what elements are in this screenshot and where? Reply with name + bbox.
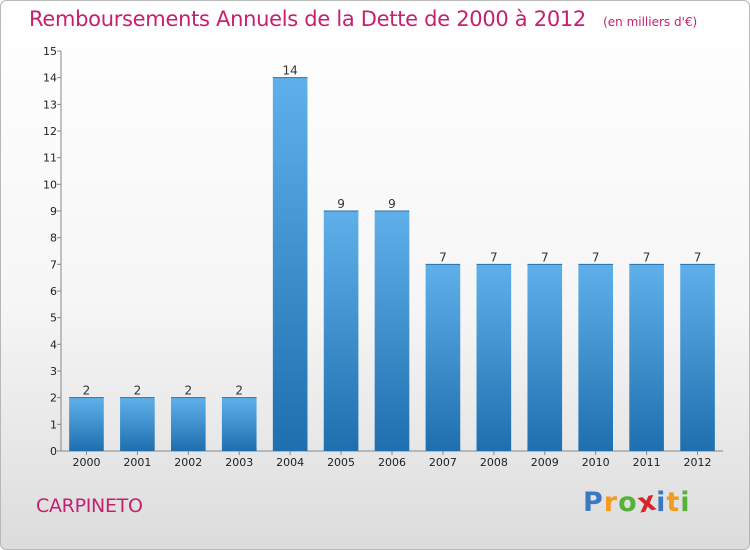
- bar-value-label: 7: [694, 250, 702, 264]
- bar-value-label: 2: [83, 384, 91, 398]
- bar: [374, 211, 410, 451]
- logo-letter: i: [680, 487, 691, 518]
- chart-title-main: Remboursements Annuels de la Dette de 20…: [29, 7, 586, 31]
- y-tick-label: 2: [50, 392, 57, 405]
- x-tick-label: 2009: [531, 456, 559, 469]
- bar: [69, 397, 104, 451]
- x-tick-label: 2003: [225, 456, 253, 469]
- bar-value-label: 14: [283, 64, 298, 78]
- chart-title: Remboursements Annuels de la Dette de 20…: [29, 7, 697, 31]
- bar-value-label: 7: [541, 250, 549, 264]
- chart-title-unit: (en milliers d'€): [603, 15, 698, 29]
- y-tick-label: 11: [43, 152, 57, 165]
- bar-value-label: 2: [134, 384, 142, 398]
- proxiti-logo: Proxiti: [583, 485, 691, 519]
- bar: [425, 264, 461, 451]
- y-tick-label: 12: [43, 125, 57, 138]
- x-tick-label: 2002: [174, 456, 202, 469]
- y-tick-label: 5: [50, 312, 57, 325]
- bar-value-label: 7: [490, 250, 498, 264]
- y-tick-label: 3: [50, 365, 57, 378]
- bar: [680, 264, 715, 451]
- bar-value-label: 7: [592, 250, 600, 264]
- bar-value-label: 9: [388, 197, 396, 211]
- bar-value-label: 9: [337, 197, 345, 211]
- y-tick-label: 9: [50, 205, 57, 218]
- logo-letter: P: [583, 487, 604, 518]
- y-tick-label: 10: [43, 178, 57, 191]
- bar: [170, 397, 206, 451]
- y-tick-label: 7: [50, 258, 57, 271]
- y-tick-label: 14: [43, 72, 57, 85]
- bar: [272, 77, 308, 452]
- commune-name: CARPINETO: [36, 495, 143, 517]
- x-tick-label: 2004: [276, 456, 304, 469]
- x-tick-label: 2011: [633, 456, 661, 469]
- y-tick-label: 4: [50, 338, 57, 351]
- y-tick-label: 6: [50, 285, 57, 298]
- x-tick-label: 2000: [72, 456, 100, 469]
- y-tick-label: 13: [43, 98, 57, 111]
- logo-letter: o: [618, 487, 638, 518]
- y-tick-label: 15: [43, 45, 57, 58]
- x-tick-label: 2010: [582, 456, 610, 469]
- x-tick-label: 2005: [327, 456, 355, 469]
- logo-letter: t: [666, 487, 681, 518]
- y-tick-label: 1: [50, 418, 57, 431]
- bar: [629, 264, 664, 451]
- x-tick-label: 2006: [378, 456, 406, 469]
- bar: [323, 211, 359, 451]
- bar: [476, 264, 512, 451]
- bar-value-label: 7: [643, 250, 651, 264]
- logo-letter: r: [603, 487, 619, 518]
- x-tick-label: 2007: [429, 456, 457, 469]
- bar: [527, 264, 563, 451]
- x-tick-label: 2008: [480, 456, 508, 469]
- y-tick-label: 8: [50, 232, 57, 245]
- logo-letter: i: [656, 487, 667, 518]
- x-tick-label: 2012: [684, 456, 712, 469]
- bar: [221, 397, 257, 451]
- bar: [120, 397, 155, 451]
- y-tick-label: 0: [50, 445, 57, 458]
- x-tick-label: 2001: [123, 456, 151, 469]
- bar: [578, 264, 614, 451]
- bar-value-label: 2: [235, 384, 243, 398]
- bar-value-label: 2: [184, 384, 192, 398]
- bar-value-label: 7: [439, 250, 447, 264]
